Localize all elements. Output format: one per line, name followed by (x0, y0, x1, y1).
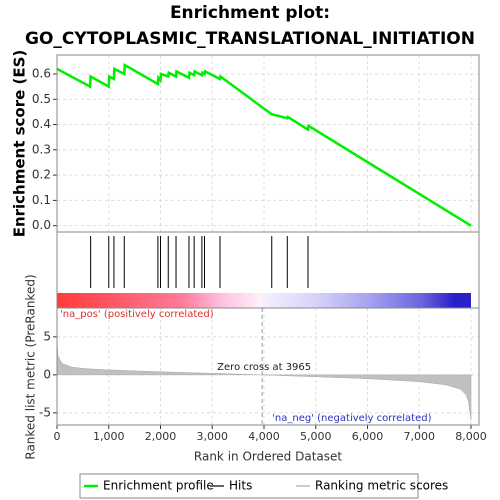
plot-frame (56, 54, 480, 233)
y-tick-label: 0.5 (32, 92, 51, 106)
legend-label: Ranking metric scores (315, 479, 448, 493)
enrichment-line (56, 63, 472, 227)
legend-box (79, 473, 419, 499)
y-axis-label: Enrichment score (ES) (11, 50, 29, 238)
legend-label: Enrichment profile (103, 479, 214, 493)
annotation: Zero cross at 3965 (217, 362, 311, 373)
y-tick-label: 0 (43, 367, 51, 381)
y-tick-label: 0.4 (32, 117, 51, 131)
x-tick-label: 4,000 (248, 430, 280, 443)
annotation: 'na_neg' (negatively correlated) (272, 413, 431, 424)
x-tick-label: 8,000 (455, 430, 487, 443)
x-axis-label: Rank in Ordered Dataset (194, 450, 342, 464)
rank-color-bar (57, 293, 471, 308)
x-tick-label: 6,000 (352, 430, 384, 443)
x-tick-label: 3,000 (196, 430, 228, 443)
annotation: 'na_pos' (positively correlated) (60, 309, 214, 320)
x-tick-label: 1,000 (93, 430, 125, 443)
x-tick-label: 0 (54, 430, 61, 443)
x-tick-label: 5,000 (300, 430, 332, 443)
x-tick-label: 7,000 (403, 430, 435, 443)
legend-label: Hits (229, 479, 252, 493)
chart-title: Enrichment plot: (170, 3, 330, 23)
y-tick-label: 0.2 (32, 168, 51, 182)
x-tick-label: 2,000 (145, 430, 177, 443)
y-tick-label: 0.3 (32, 142, 51, 156)
plot-frame (56, 307, 480, 426)
y-axis-label: Ranked list metric (PreRanked) (24, 274, 38, 459)
y-tick-label: 0.0 (32, 218, 51, 232)
y-tick-label: 0.1 (32, 193, 51, 207)
metric-area (56, 340, 472, 421)
y-tick-label: 0.6 (32, 66, 51, 80)
chart-subtitle: GO_CYTOPLASMIC_TRANSLATIONAL_INITIATION (25, 29, 475, 49)
y-tick-label: 5 (43, 329, 51, 343)
y-tick-label: -5 (39, 405, 51, 419)
